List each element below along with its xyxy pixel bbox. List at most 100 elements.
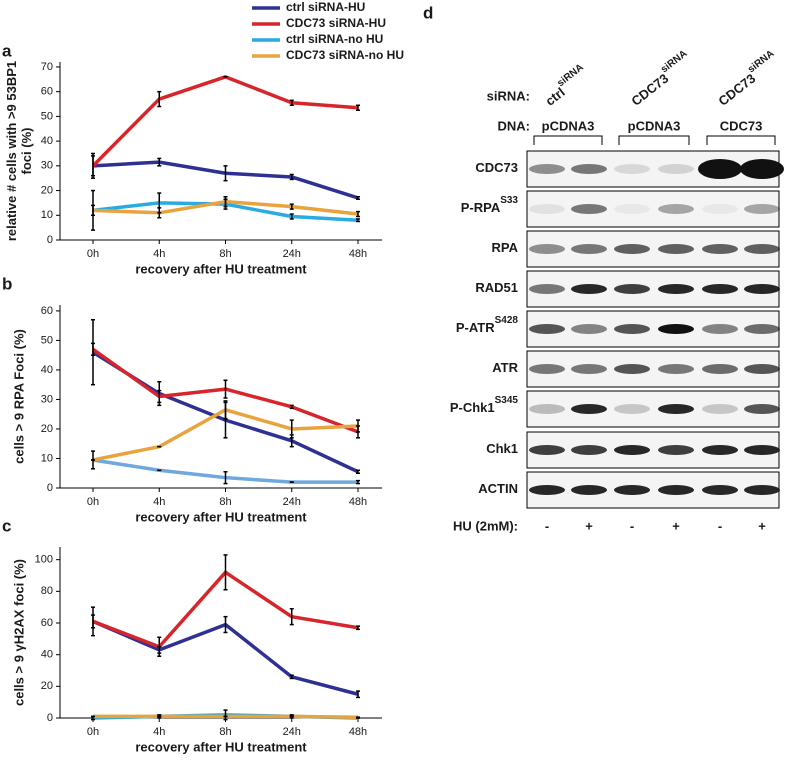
error-bar (356, 218, 360, 223)
sirna-group-text: CDC73 (629, 71, 672, 109)
band (702, 445, 738, 455)
dna-group: CDC73 (720, 118, 763, 133)
blot-row-label: ATR (492, 360, 518, 375)
hu-sign: + (672, 518, 680, 533)
band (744, 244, 780, 254)
x-axis-label: recovery after HU treatment (135, 739, 307, 754)
y-tick-label: 0 (47, 482, 53, 494)
sirna-group-sup: siRNA (746, 48, 776, 75)
band (658, 164, 694, 174)
error-bar (223, 615, 228, 634)
y-axis-label: cells > 9 γH2AX foci (%) (11, 559, 26, 706)
x-tick-label: 24h (283, 726, 301, 738)
panel-label: b (2, 274, 12, 293)
y-tick-label: 0 (47, 234, 53, 246)
band (571, 445, 607, 455)
band (529, 404, 565, 414)
error-bar (223, 165, 228, 182)
band (658, 204, 694, 214)
x-tick-label: 48h (349, 248, 367, 260)
band (744, 445, 780, 455)
band (614, 164, 650, 174)
band (529, 445, 565, 455)
y-axis-label: foci (%) (19, 128, 34, 175)
error-bar (356, 210, 360, 218)
error-bar (223, 471, 228, 485)
sirna-group-text: CDC73 (716, 71, 759, 109)
blot-row-label: P-ATRS428 (456, 315, 519, 336)
bracket (618, 135, 690, 145)
hu-label: HU (2mM): (453, 518, 518, 533)
error-bar (223, 379, 228, 399)
x-tick-label: 48h (349, 726, 367, 738)
sirna-group-text: ctrl (543, 85, 568, 109)
y-tick-label: 20 (41, 423, 53, 435)
band (571, 404, 607, 414)
hu-sign: - (718, 518, 722, 533)
blot-row-label-sup: S345 (495, 395, 519, 406)
band (529, 284, 565, 294)
y-tick-label: 10 (41, 452, 53, 464)
panel-label: a (2, 41, 12, 60)
hu-sign: + (758, 518, 766, 533)
y-tick-label: 80 (41, 585, 53, 597)
y-tick-label: 30 (41, 160, 53, 172)
blot-row-label: RPA (492, 240, 519, 255)
sirna-group-sup: siRNA (555, 62, 585, 89)
x-tick-label: 8h (219, 496, 231, 508)
error-bar (91, 152, 95, 179)
band (740, 159, 784, 179)
y-tick-label: 0 (47, 712, 53, 724)
x-tick-label: 4h (153, 726, 165, 738)
y-tick-label: 40 (41, 364, 53, 376)
error-bar (289, 404, 294, 410)
band (698, 159, 742, 179)
blot-row-label-sup: S428 (495, 315, 519, 326)
band (529, 324, 565, 334)
error-bar (289, 99, 294, 107)
error-bar (289, 674, 294, 680)
hu-sign: - (545, 518, 549, 533)
band (529, 485, 565, 495)
y-tick-label: 20 (41, 184, 53, 196)
blot-row-label: RAD51 (475, 280, 518, 295)
y-tick-label: 30 (41, 393, 53, 405)
band (614, 445, 650, 455)
legend-label: CDC73 siRNA-HU (286, 16, 386, 30)
sirna-label: siRNA: (487, 88, 530, 103)
error-bar (157, 207, 162, 219)
error-bar (356, 479, 360, 485)
error-bar (223, 554, 228, 591)
legend-label: ctrl siRNA-HU (286, 0, 365, 14)
band (658, 404, 694, 414)
x-tick-label: 0h (87, 726, 99, 738)
x-tick-label: 24h (283, 496, 301, 508)
error-bar (223, 709, 228, 721)
error-bar (91, 606, 95, 637)
y-tick-label: 40 (41, 135, 53, 147)
band (744, 404, 780, 414)
band (571, 364, 607, 374)
band (571, 244, 607, 254)
bracket (533, 135, 603, 145)
band (658, 244, 694, 254)
band (744, 485, 780, 495)
blot-frame (526, 471, 780, 509)
x-tick-label: 0h (87, 496, 99, 508)
y-tick-label: 50 (41, 110, 53, 122)
band (614, 324, 650, 334)
blot-row-label-text: CDC73 (475, 160, 518, 175)
error-bar (91, 204, 95, 217)
error-bar (356, 690, 360, 699)
band (571, 164, 607, 174)
band (529, 164, 565, 174)
error-bar (157, 389, 162, 404)
band (571, 204, 607, 214)
y-tick-label: 60 (41, 305, 53, 317)
y-tick-label: 20 (41, 680, 53, 692)
error-bar (356, 625, 360, 631)
band (658, 485, 694, 495)
band (571, 284, 607, 294)
hu-sign: + (585, 518, 593, 533)
blot-row-label: CDC73 (475, 160, 518, 175)
